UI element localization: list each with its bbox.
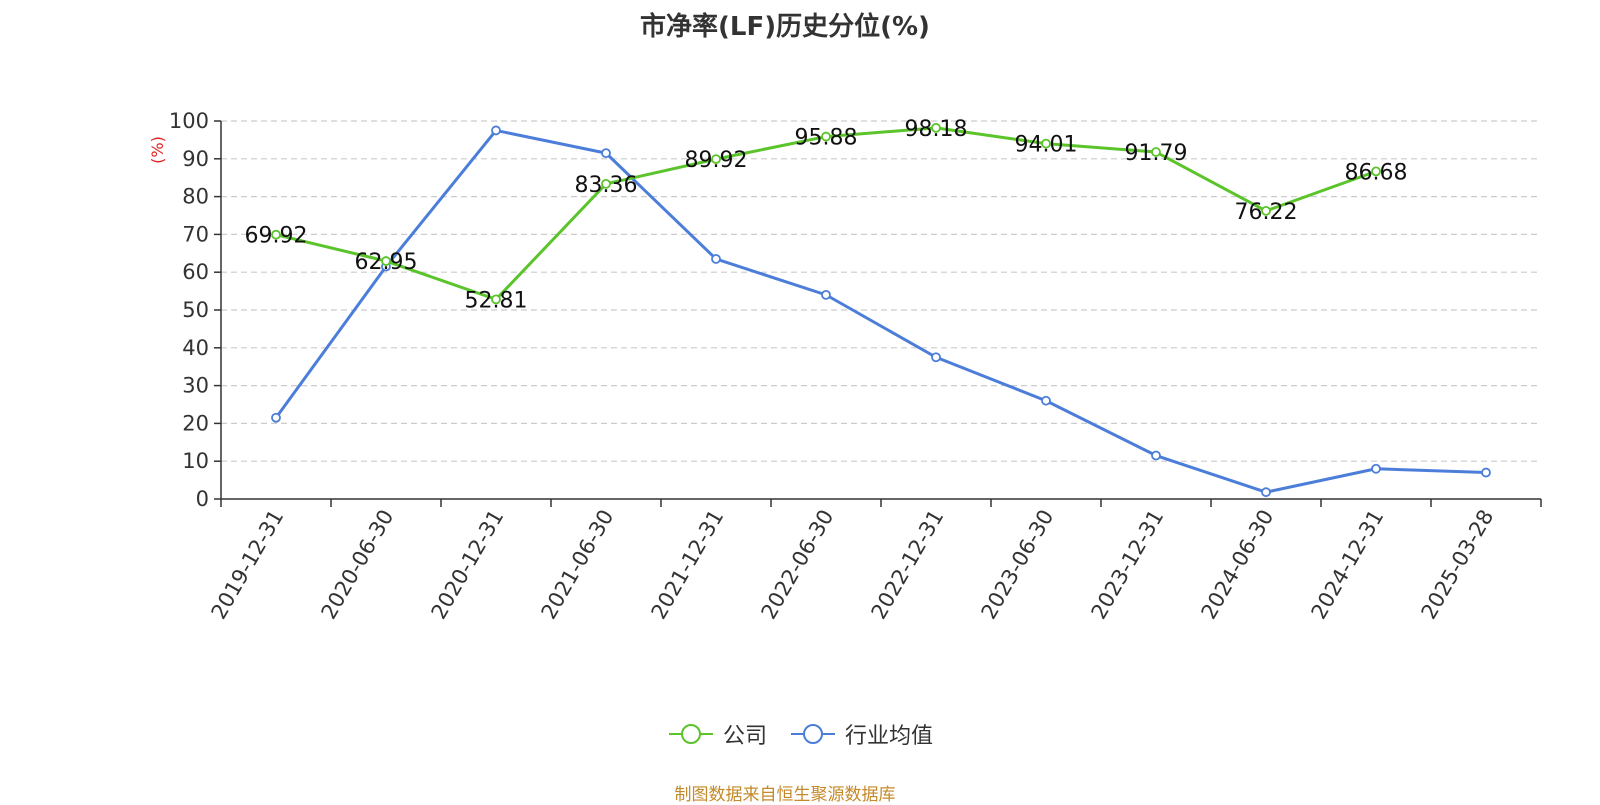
data-point bbox=[1151, 450, 1161, 461]
y-tick-label: 90 bbox=[182, 147, 209, 171]
data-point bbox=[1261, 205, 1271, 216]
data-point bbox=[1261, 487, 1271, 498]
data-point bbox=[711, 154, 721, 165]
circle-line-icon bbox=[791, 724, 835, 744]
legend-item-industry[interactable]: 行业均值 bbox=[789, 718, 933, 750]
y-tick-label: 100 bbox=[169, 109, 209, 133]
x-tick-label: 2025-03-28 bbox=[1417, 506, 1499, 624]
y-tick-label: 50 bbox=[182, 298, 209, 322]
legend-item-company[interactable]: 公司 bbox=[667, 718, 767, 750]
x-tick-label: 2023-12-31 bbox=[1087, 506, 1169, 624]
circle-line-icon bbox=[668, 724, 713, 744]
y-tick-label: 60 bbox=[182, 260, 209, 284]
data-label: 89.92 bbox=[685, 148, 748, 173]
data-point bbox=[711, 254, 721, 264]
y-axis-label: (%) bbox=[148, 136, 167, 164]
series-line bbox=[274, 128, 1487, 494]
data-label: 95.88 bbox=[795, 126, 858, 151]
data-point bbox=[1371, 166, 1381, 177]
legend-label-company: 公司 bbox=[722, 724, 767, 749]
data-label: 98.18 bbox=[905, 117, 968, 142]
x-tick-label: 2020-12-31 bbox=[427, 506, 509, 624]
data-point bbox=[1481, 467, 1491, 478]
data-point bbox=[1371, 463, 1381, 474]
y-tick-label: 80 bbox=[182, 185, 209, 209]
data-point bbox=[821, 131, 831, 142]
y-tick-label: 20 bbox=[182, 411, 209, 435]
x-tick-label: 2023-06-30 bbox=[977, 506, 1059, 624]
y-tick-label: 40 bbox=[182, 336, 209, 360]
data-point bbox=[1151, 147, 1161, 157]
x-tick-label: 2021-06-30 bbox=[537, 506, 619, 624]
data-point bbox=[271, 412, 281, 423]
series-line bbox=[275, 126, 1377, 301]
x-tick-label: 2022-06-30 bbox=[757, 506, 839, 624]
chart-title: 市净率(LF)历史分位(%) bbox=[640, 12, 930, 42]
y-tick-label: 30 bbox=[182, 374, 209, 398]
data-label: 91.79 bbox=[1125, 141, 1188, 166]
data-label: 83.36 bbox=[575, 173, 638, 198]
data-label: 76.22 bbox=[1235, 200, 1298, 225]
y-tick-label: 10 bbox=[182, 449, 209, 473]
data-point bbox=[601, 178, 611, 189]
x-tick-label: 2020-06-30 bbox=[317, 506, 399, 624]
data-point bbox=[821, 289, 831, 300]
x-tick-label: 2021-12-31 bbox=[647, 506, 729, 624]
data-point bbox=[491, 125, 501, 136]
y-tick-label: 0 bbox=[196, 487, 209, 511]
data-point bbox=[271, 229, 281, 240]
data-point bbox=[1041, 138, 1051, 149]
data-point bbox=[931, 352, 941, 363]
y-tick-label: 70 bbox=[182, 222, 209, 246]
data-label: 69.92 bbox=[245, 224, 308, 249]
x-tick-label: 2022-12-31 bbox=[867, 506, 949, 624]
source-note: 制图数据来自恒生聚源数据库 bbox=[674, 785, 896, 805]
data-label: 94.01 bbox=[1015, 133, 1078, 158]
data-point bbox=[381, 256, 391, 266]
x-tick-label: 2019-12-31 bbox=[207, 506, 289, 624]
x-tick-label: 2024-06-30 bbox=[1197, 506, 1279, 624]
legend: 公司 行业均值 bbox=[0, 718, 1600, 750]
data-label: 52.81 bbox=[465, 288, 528, 313]
x-tick-label: 2024-12-31 bbox=[1307, 506, 1389, 624]
data-point bbox=[931, 122, 941, 133]
data-point bbox=[491, 294, 501, 305]
data-point bbox=[1041, 395, 1051, 406]
data-label: 86.68 bbox=[1345, 160, 1408, 185]
data-point bbox=[601, 148, 611, 159]
data-label: 62.95 bbox=[355, 250, 418, 275]
legend-label-industry: 行业均值 bbox=[845, 724, 934, 749]
